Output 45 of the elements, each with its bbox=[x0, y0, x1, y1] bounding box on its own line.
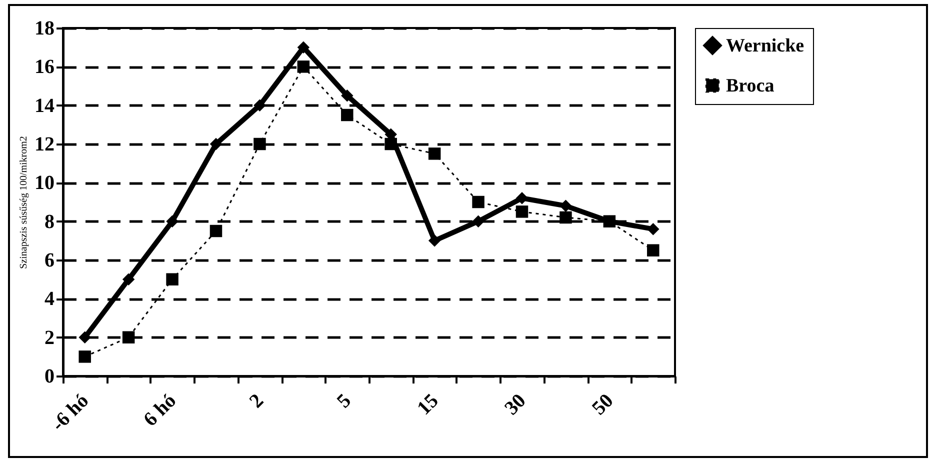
point bbox=[341, 108, 354, 122]
point bbox=[78, 331, 91, 344]
point bbox=[297, 60, 310, 73]
legend-label: Broca bbox=[726, 76, 775, 96]
point bbox=[472, 196, 484, 208]
point bbox=[341, 90, 354, 102]
point bbox=[603, 215, 616, 228]
point bbox=[560, 211, 572, 224]
y-tick-label: 16 bbox=[34, 56, 54, 78]
point bbox=[428, 234, 441, 247]
x-tick-label: 5 bbox=[332, 390, 356, 412]
y-tick-label: 0 bbox=[44, 366, 54, 388]
y-tick-label: 4 bbox=[44, 288, 54, 310]
x-tick-label: 2 bbox=[245, 390, 268, 412]
y-tick-label: 8 bbox=[44, 210, 54, 233]
point bbox=[210, 138, 222, 150]
point bbox=[516, 206, 528, 218]
point bbox=[384, 138, 397, 150]
y-tick-label: 2 bbox=[44, 326, 54, 349]
y-tick-label: 10 bbox=[34, 172, 54, 194]
point bbox=[210, 224, 222, 238]
y-axis-title: Szinapszis súsűség 100/mikrom2 bbox=[18, 136, 30, 269]
y-tick-label: 14 bbox=[34, 94, 54, 117]
x-tick-label: -6 hó bbox=[47, 390, 94, 436]
point bbox=[647, 244, 660, 256]
x-tick-label: 30 bbox=[500, 390, 530, 420]
point bbox=[428, 148, 441, 160]
x-tick-label: 15 bbox=[413, 390, 443, 420]
point bbox=[122, 273, 135, 286]
point bbox=[254, 138, 266, 150]
point bbox=[78, 350, 91, 363]
y-tick-label: 18 bbox=[34, 18, 54, 40]
point bbox=[122, 331, 135, 344]
point bbox=[297, 41, 310, 54]
point bbox=[166, 273, 178, 286]
x-tick-label: 6 hó bbox=[139, 390, 181, 431]
y-tick-label: 12 bbox=[34, 134, 54, 156]
point bbox=[560, 200, 572, 212]
y-tick-label: 6 bbox=[44, 250, 54, 272]
point bbox=[472, 215, 484, 228]
x-tick-label: 50 bbox=[588, 390, 618, 420]
point bbox=[166, 215, 178, 228]
point bbox=[647, 222, 660, 236]
point bbox=[254, 99, 266, 112]
legend-label: Wernicke bbox=[726, 36, 804, 56]
